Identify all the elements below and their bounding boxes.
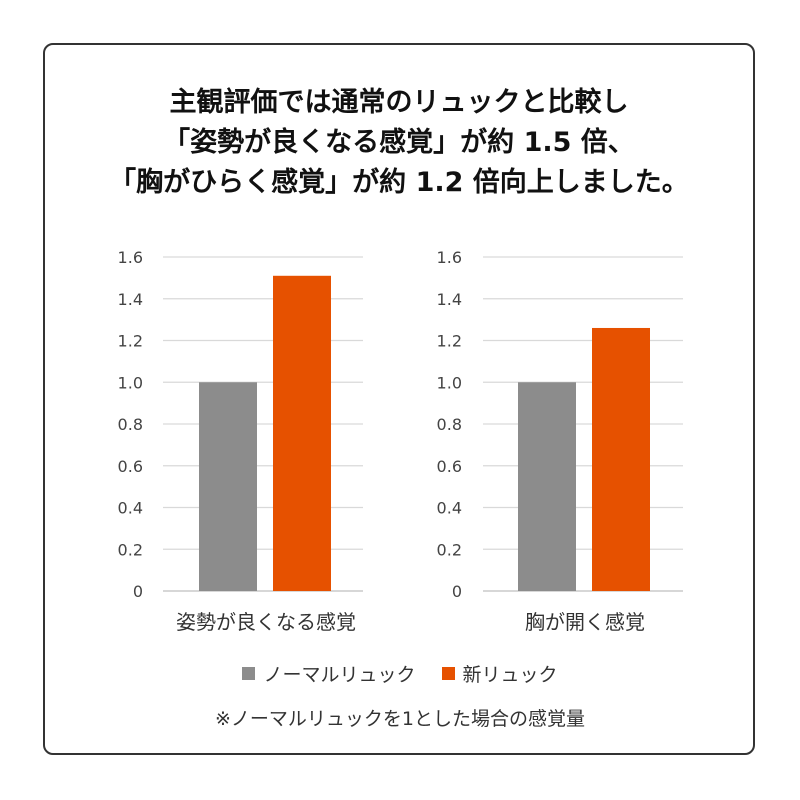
y-tick-label: 1.6 <box>118 248 143 267</box>
title-line-2: 「姿勢が良くなる感覚」が約 1.5 倍、 <box>163 127 635 158</box>
legend: ノーマルリュック 新リュック <box>0 660 800 687</box>
legend-label-new: 新リュック <box>462 664 558 686</box>
legend-swatch-new <box>441 667 455 680</box>
y-tick-label: 0.2 <box>437 540 462 559</box>
y-tick-label: 1.6 <box>437 248 462 267</box>
chart-title: 主観評価では通常のリュックと比較し 「姿勢が良くなる感覚」が約 1.5 倍、 「… <box>43 83 755 203</box>
bar-normal <box>518 382 576 591</box>
legend-label-normal: ノーマルリュック <box>263 664 416 686</box>
y-tick-label: 0.4 <box>437 499 462 518</box>
y-tick-label: 0.6 <box>437 457 462 476</box>
footnote: ※ノーマルリュックを1とした場合の感覚量 <box>214 708 585 730</box>
chart-1: 0 0.2 0.4 0.6 0.8 1.0 1.2 1.4 1.6 姿勢が良くなる感覚 <box>118 248 363 634</box>
y-tick-label: 1.2 <box>437 332 462 351</box>
y-tick-label: 0 <box>133 582 143 601</box>
y-tick-label: 1.0 <box>118 373 143 392</box>
y-tick-label: 0.8 <box>437 415 462 434</box>
y-tick-label: 1.2 <box>118 332 143 351</box>
y-tick-label: 0 <box>452 582 462 601</box>
y-tick-label: 1.4 <box>437 290 462 309</box>
chart-2: 0 0.2 0.4 0.6 0.8 1.0 1.2 1.4 1.6 胸が開く感覚 <box>437 248 683 634</box>
bar-normal <box>199 382 257 591</box>
y-tick-label: 0.4 <box>118 499 143 518</box>
legend-item-normal: ノーマルリュック <box>242 660 416 687</box>
bar-new <box>273 275 331 591</box>
y-tick-label: 0.2 <box>118 540 143 559</box>
legend-item-new: 新リュック <box>441 660 558 687</box>
y-tick-label: 1.0 <box>437 373 462 392</box>
x-category-label: 姿勢が良くなる感覚 <box>176 610 356 634</box>
x-category-label: 胸が開く感覚 <box>525 610 645 634</box>
title-line-1: 主観評価では通常のリュックと比較し <box>169 87 629 118</box>
y-tick-label: 0.6 <box>118 457 143 476</box>
bar-new <box>592 327 650 591</box>
y-tick-label: 1.4 <box>118 290 143 309</box>
y-tick-label: 0.8 <box>118 415 143 434</box>
title-line-3: 「胸がひらく感覚」が約 1.2 倍向上しました。 <box>109 167 689 198</box>
legend-swatch-normal <box>242 667 256 680</box>
